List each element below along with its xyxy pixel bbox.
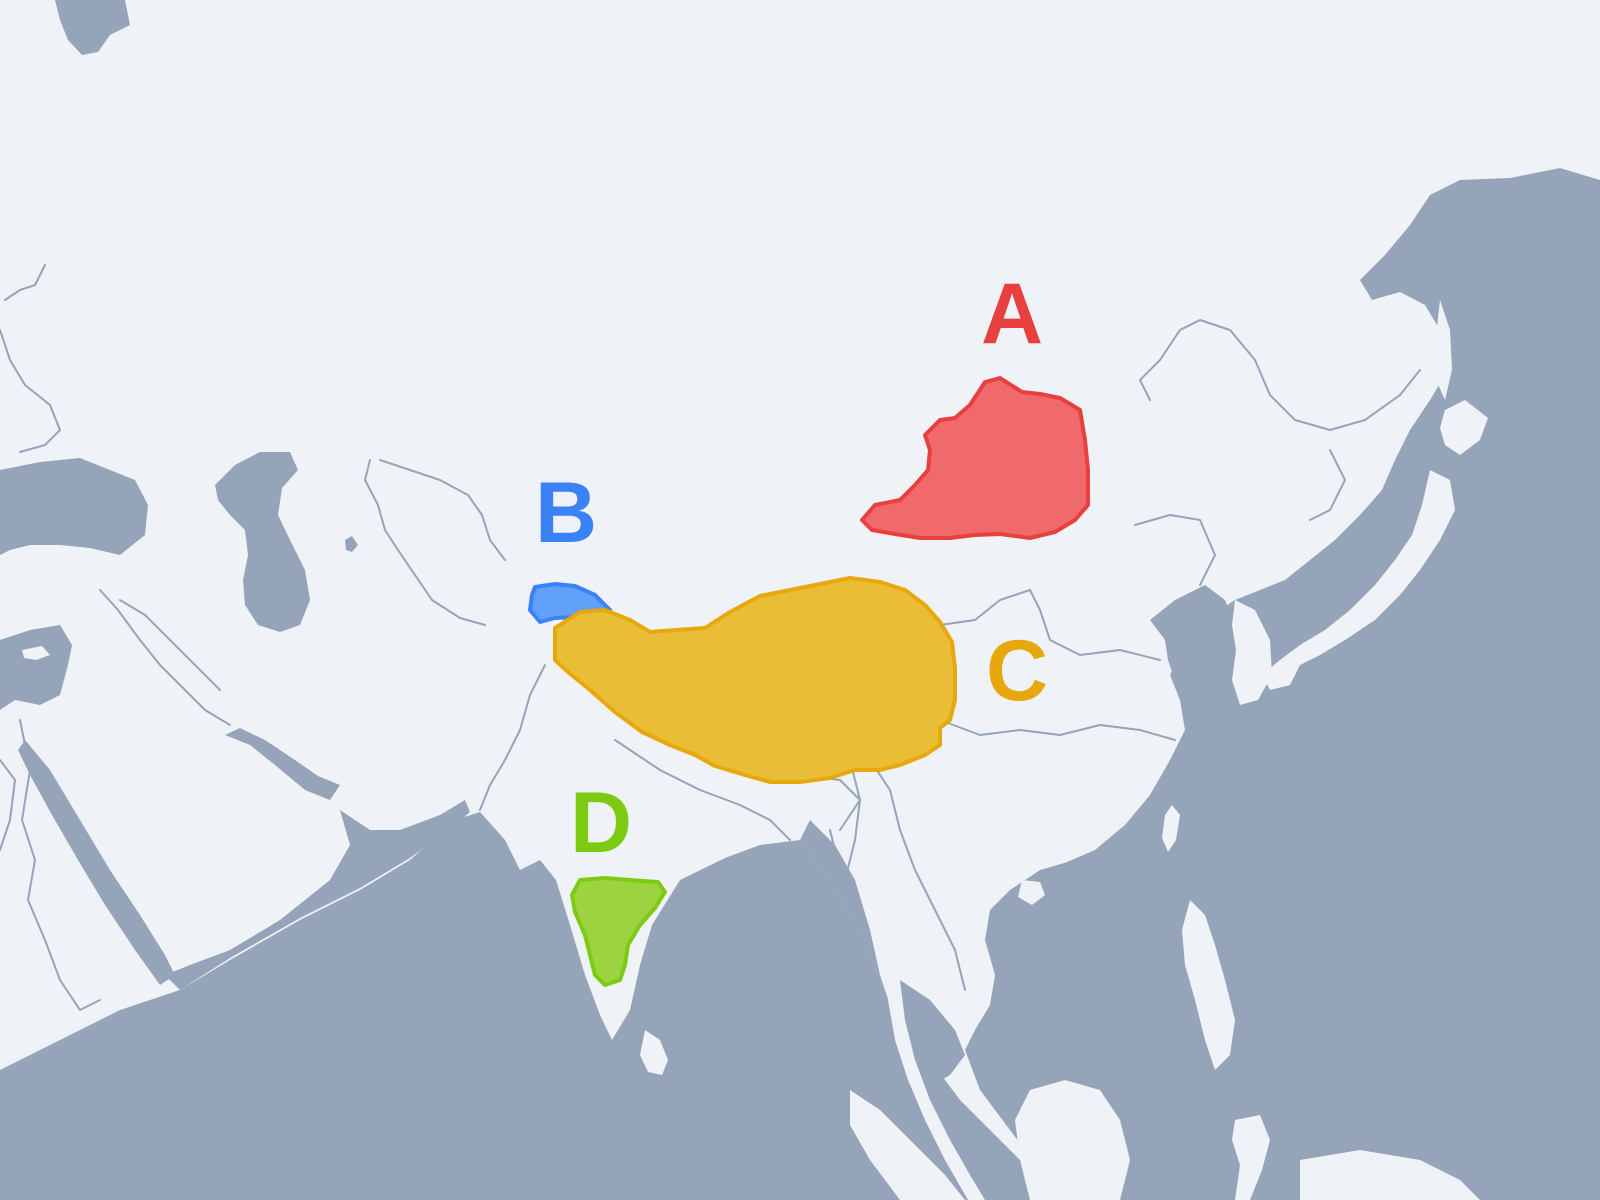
river-nile — [19, 719, 101, 1011]
arabian-sea-coast — [165, 800, 470, 990]
black-sea — [0, 458, 148, 555]
region-d-area[interactable] — [570, 876, 667, 987]
highlighted-regions — [528, 376, 1090, 987]
philippines — [1182, 900, 1235, 1070]
malay-peninsula — [888, 980, 985, 1200]
river-ganges — [614, 739, 791, 841]
region-b-label: B — [535, 465, 597, 561]
river-nile-branch — [0, 759, 16, 851]
sumatra — [850, 1090, 965, 1200]
mediterranean — [0, 625, 72, 710]
river-salween — [844, 759, 861, 881]
river-tigris — [119, 599, 221, 691]
river-songhua — [1309, 449, 1346, 521]
borneo — [1015, 1080, 1130, 1200]
river-mekong — [869, 759, 966, 991]
river-volga-north — [4, 264, 46, 301]
river-irtysh — [379, 459, 506, 561]
aral-sea — [345, 536, 358, 552]
region-a-area[interactable] — [860, 376, 1090, 540]
river-irrawaddy — [829, 829, 841, 936]
taiwan — [1162, 805, 1180, 852]
region-labels: A B C D — [535, 266, 1048, 871]
rivers — [0, 264, 1421, 1011]
caspian-sea — [215, 452, 310, 632]
red-sea — [18, 740, 175, 985]
river-volga — [0, 329, 61, 453]
region-c-label: C — [986, 623, 1048, 719]
region-a-label: A — [981, 266, 1043, 362]
persian-gulf — [225, 728, 340, 800]
south-china-sea — [990, 845, 1170, 1090]
yellow-sea — [1150, 585, 1235, 690]
islands — [22, 300, 1488, 1200]
korea — [1232, 600, 1272, 705]
hainan — [1018, 880, 1045, 905]
river-euphrates — [99, 589, 231, 726]
region-c-area[interactable] — [553, 576, 957, 784]
hokkaido — [1440, 400, 1488, 455]
river-liao — [1134, 514, 1216, 586]
celebes — [1232, 1115, 1270, 1200]
sri-lanka — [640, 1030, 668, 1075]
cyprus — [22, 646, 50, 660]
region-d-label: D — [570, 775, 632, 871]
river-amur — [1139, 319, 1421, 431]
indian-ocean — [0, 812, 975, 1200]
japan — [1262, 470, 1455, 690]
new-guinea-edge — [1300, 1150, 1480, 1200]
arctic-corner — [55, 0, 130, 55]
river-indus — [479, 664, 546, 811]
sakhalin — [1435, 300, 1452, 400]
river-ob — [364, 459, 486, 626]
